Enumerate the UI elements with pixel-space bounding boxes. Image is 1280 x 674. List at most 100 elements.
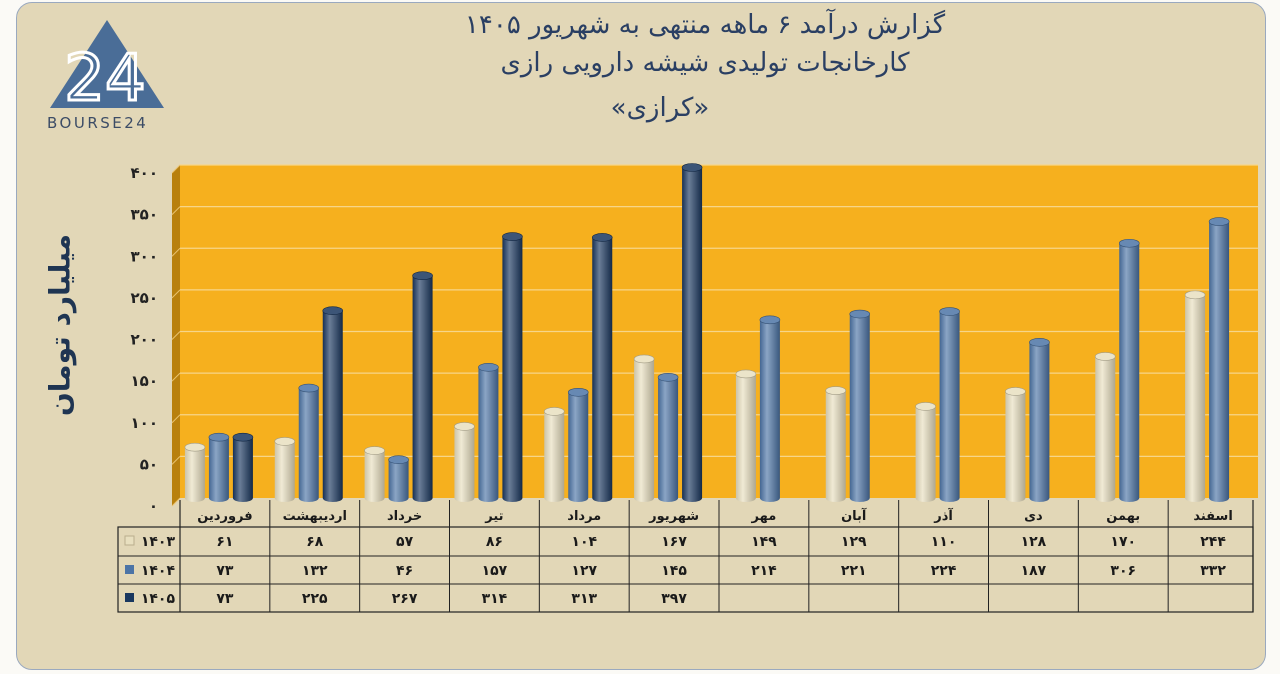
gridline-side: [171, 331, 181, 340]
bar-۱۴۰۳-دی: [1005, 391, 1026, 502]
chart-title-line-2: کارخانجات تولیدی شیشه دارویی رازی: [500, 48, 910, 78]
bar-۱۴۰۵-اردیبهشت: [322, 310, 343, 502]
bar-top: [1208, 217, 1230, 226]
category-label: فروردین: [197, 509, 252, 524]
data-cell: ۶۱: [216, 534, 233, 550]
data-cell: ۳۳۲: [1200, 563, 1226, 579]
data-cell: ۲۶۷: [392, 591, 418, 607]
bar-top: [681, 163, 703, 172]
data-cell: ۱۷۰: [1110, 534, 1136, 550]
data-cell: ۸۶: [486, 534, 503, 550]
data-cell: ۷۳: [216, 591, 234, 607]
data-cell: ۵۷: [396, 534, 414, 550]
bar-top: [1005, 387, 1026, 396]
gridline-side: [171, 372, 181, 382]
bar-top: [502, 232, 523, 241]
data-cell: ۲۴۴: [1200, 534, 1226, 550]
bar-۱۴۰۴-آبان: [849, 314, 870, 502]
gridline-side: [171, 289, 181, 299]
y-tick-label: ۴۰۰: [131, 164, 158, 182]
bar-top: [915, 402, 936, 411]
gridline-side: [171, 497, 181, 507]
y-tick-label: ۳۵۰: [131, 206, 158, 224]
category-label: تیر: [484, 509, 503, 524]
bar-top: [657, 372, 679, 382]
category-label: آبان: [841, 507, 867, 524]
bar-۱۴۰۳-بهمن: [1095, 356, 1116, 502]
bar-۱۴۰۳-شهریور: [634, 358, 655, 502]
bar-top: [567, 387, 589, 397]
bar-۱۴۰۳-آذر: [915, 406, 936, 502]
data-cell: ۱۵۷: [482, 563, 508, 579]
gridline-side: [171, 414, 181, 424]
bar-۱۴۰۴-آذر: [939, 311, 960, 502]
bar-top: [1094, 352, 1116, 361]
bar-top: [543, 407, 565, 416]
gridline-side: [171, 164, 181, 174]
bar-۱۴۰۵-تیر: [502, 236, 523, 502]
data-cell: ۱۲۹: [841, 534, 867, 550]
bar-۱۴۰۳-مهر: [735, 373, 756, 502]
bar-top: [633, 354, 655, 364]
bar-top: [1118, 238, 1140, 248]
data-cell: ۲۲۱: [841, 563, 867, 579]
bar-۱۴۰۴-مهر: [759, 319, 780, 502]
category-label: مهر: [751, 509, 777, 524]
data-cell: ۱۰۴: [571, 534, 597, 550]
bar-۱۴۰۳-فروردین: [184, 447, 205, 502]
y-tick-label: ۱۵۰: [131, 372, 158, 390]
bar-top: [591, 233, 613, 242]
legend-swatch-۱۴۰۳: [124, 535, 135, 546]
bar-۱۴۰۳-اردیبهشت: [274, 441, 295, 502]
bar-۱۴۰۴-فروردین: [208, 437, 229, 502]
data-cell: ۱۴۵: [661, 563, 687, 579]
bar-۱۴۰۴-دی: [1029, 342, 1050, 502]
bar-top: [478, 362, 499, 372]
bar-top: [1029, 338, 1050, 347]
bar-top: [939, 307, 960, 316]
chart-title-line-3: «کرازی»: [610, 93, 710, 123]
data-cell: ۱۱۰: [931, 534, 957, 550]
bar-top: [412, 271, 433, 281]
y-tick-label: ۳۰۰: [131, 247, 158, 265]
data-cell: ۲۲۵: [302, 591, 328, 607]
bar-۱۴۰۵-شهریور: [682, 167, 703, 502]
data-cell: ۴۶: [396, 563, 413, 579]
data-cell: ۱۳۲: [302, 563, 328, 579]
legend-label: ۱۴۰۴: [141, 563, 176, 579]
bar-top: [759, 315, 781, 325]
bar-۱۴۰۳-اسفند: [1185, 294, 1206, 502]
category-label: اسفند: [1193, 509, 1232, 524]
data-cell: ۱۲۷: [571, 563, 597, 579]
bar-۱۴۰۳-خرداد: [364, 450, 385, 502]
category-label: مرداد: [567, 509, 601, 524]
bar-top: [825, 386, 847, 395]
bar-۱۴۰۴-بهمن: [1119, 243, 1140, 502]
logo-wordmark: BOURSE24: [47, 114, 149, 132]
data-cell: ۱۴۹: [751, 534, 777, 550]
data-cell: ۳۱۴: [482, 591, 508, 607]
data-cell: ۱۶۷: [661, 534, 687, 550]
y-tick-label: ۲۵۰: [131, 289, 158, 307]
bar-top: [849, 309, 871, 319]
bourse24-logo-icon: 24: [50, 20, 164, 118]
bar-top: [735, 369, 757, 379]
bar-top: [298, 383, 320, 393]
bar-۱۴۰۴-خرداد: [388, 459, 409, 502]
data-cell: ۶۸: [306, 534, 324, 550]
bar-۱۴۰۴-اسفند: [1209, 221, 1230, 503]
gridline-side: [171, 456, 181, 465]
data-cell: ۷۳: [216, 563, 234, 579]
bar-۱۴۰۴-شهریور: [658, 377, 679, 502]
y-tick-label: ۵۰: [140, 455, 158, 473]
bar-top: [364, 446, 385, 455]
data-cell: ۲۱۴: [751, 563, 777, 579]
bar-top: [1184, 290, 1206, 300]
bar-۱۴۰۵-مرداد: [592, 237, 613, 503]
legend-label: ۱۴۰۳: [141, 534, 176, 550]
data-cell: ۲۲۴: [931, 563, 957, 579]
data-cell: ۱۲۸: [1021, 534, 1047, 550]
y-tick-label: ۱۰۰: [131, 414, 158, 432]
bar-top: [388, 455, 409, 465]
bar-top: [232, 432, 254, 442]
